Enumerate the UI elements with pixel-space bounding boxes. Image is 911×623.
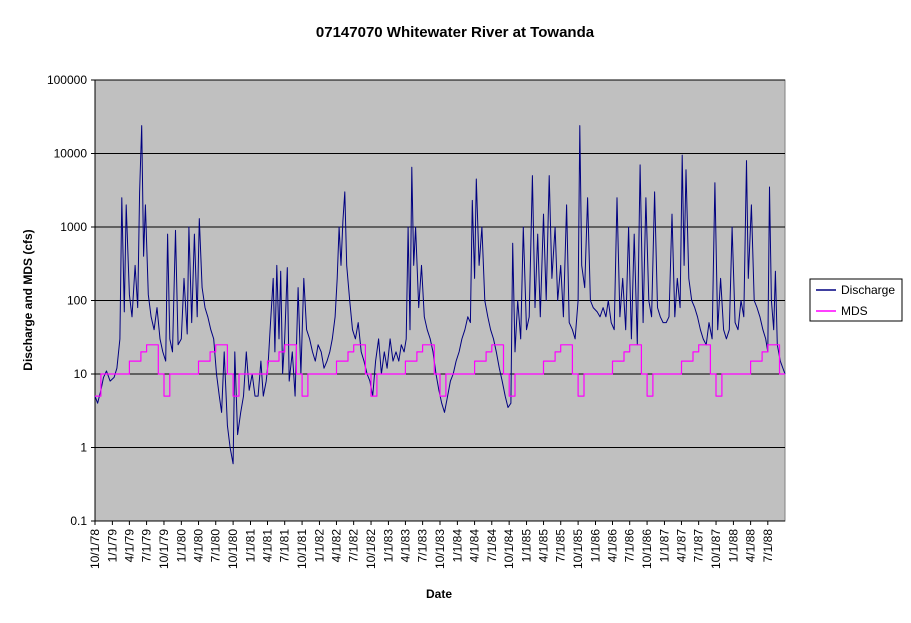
x-tick-label: 10/1/82 [364, 529, 378, 569]
legend-label-discharge: Discharge [841, 283, 895, 297]
x-tick-label: 4/1/80 [192, 529, 206, 563]
x-tick-label: 10/1/83 [433, 529, 447, 569]
legend: Discharge MDS [809, 278, 903, 322]
x-tick-label: 4/1/79 [122, 529, 136, 563]
x-tick-label: 10/1/85 [571, 529, 585, 569]
x-tick-label: 1/1/83 [381, 529, 395, 563]
y-tick-label: 1 [80, 441, 87, 455]
x-tick-label: 7/1/83 [416, 529, 430, 563]
x-tick-label: 1/1/82 [312, 529, 326, 563]
y-tick-label: 10000 [54, 147, 88, 161]
series-group [94, 125, 786, 465]
x-tick-label: 1/1/79 [105, 529, 119, 563]
x-tick-label: 10/1/84 [502, 529, 516, 569]
y-tick-label: 100000 [47, 73, 87, 87]
series-line-mds [95, 344, 785, 397]
x-tick-label: 1/1/81 [243, 529, 257, 563]
x-tick-label: 4/1/84 [468, 529, 482, 563]
y-tick-label: 1000 [60, 220, 87, 234]
x-tick-label: 10/1/80 [226, 529, 240, 569]
x-tick-label: 1/1/86 [588, 529, 602, 563]
x-tick-label: 10/1/78 [88, 529, 102, 569]
x-tick-label: 7/1/87 [692, 529, 706, 563]
x-tick-label: 1/1/84 [450, 529, 464, 563]
chart-title: 07147070 Whitewater River at Towanda [316, 24, 595, 41]
x-tick-label: 1/1/80 [174, 529, 188, 563]
x-tick-label: 1/1/85 [520, 529, 534, 563]
x-tick-label: 4/1/85 [537, 529, 551, 563]
x-tick-label: 7/1/85 [554, 529, 568, 563]
x-axis-title: Date [426, 587, 452, 601]
x-tick-label: 1/1/88 [726, 529, 740, 563]
x-axis-ticks: 10/1/78 1/1/79 4/1/79 7/1/79 10/1/79 1/1/80 4/… [88, 521, 775, 569]
x-tick-label: 10/1/79 [157, 529, 171, 569]
x-tick-label: 7/1/86 [623, 529, 637, 563]
y-tick-label: 0.1 [70, 514, 87, 528]
x-tick-label: 7/1/84 [485, 529, 499, 563]
x-tick-label: 4/1/86 [606, 529, 620, 563]
y-axis-title: Discharge and MDS (cfs) [21, 229, 35, 370]
x-tick-label: 4/1/81 [261, 529, 275, 563]
x-tick-label: 7/1/82 [347, 529, 361, 563]
y-tick-label: 100 [67, 294, 87, 308]
x-tick-label: 4/1/82 [329, 529, 343, 563]
x-tick-label: 4/1/87 [674, 529, 688, 563]
x-tick-label: 10/1/87 [709, 529, 723, 569]
x-tick-label: 4/1/83 [398, 529, 412, 563]
y-tick-label: 10 [74, 367, 88, 381]
x-tick-label: 7/1/79 [140, 529, 154, 563]
x-tick-label: 4/1/88 [744, 529, 758, 563]
x-tick-label: 1/1/87 [657, 529, 671, 563]
x-tick-label: 7/1/81 [278, 529, 292, 563]
legend-box [809, 278, 903, 322]
x-tick-label: 10/1/81 [295, 529, 309, 569]
x-tick-label: 7/1/80 [209, 529, 223, 563]
x-tick-label: 7/1/88 [761, 529, 775, 563]
x-tick-label: 10/1/86 [640, 529, 654, 569]
legend-label-mds: MDS [841, 304, 868, 318]
